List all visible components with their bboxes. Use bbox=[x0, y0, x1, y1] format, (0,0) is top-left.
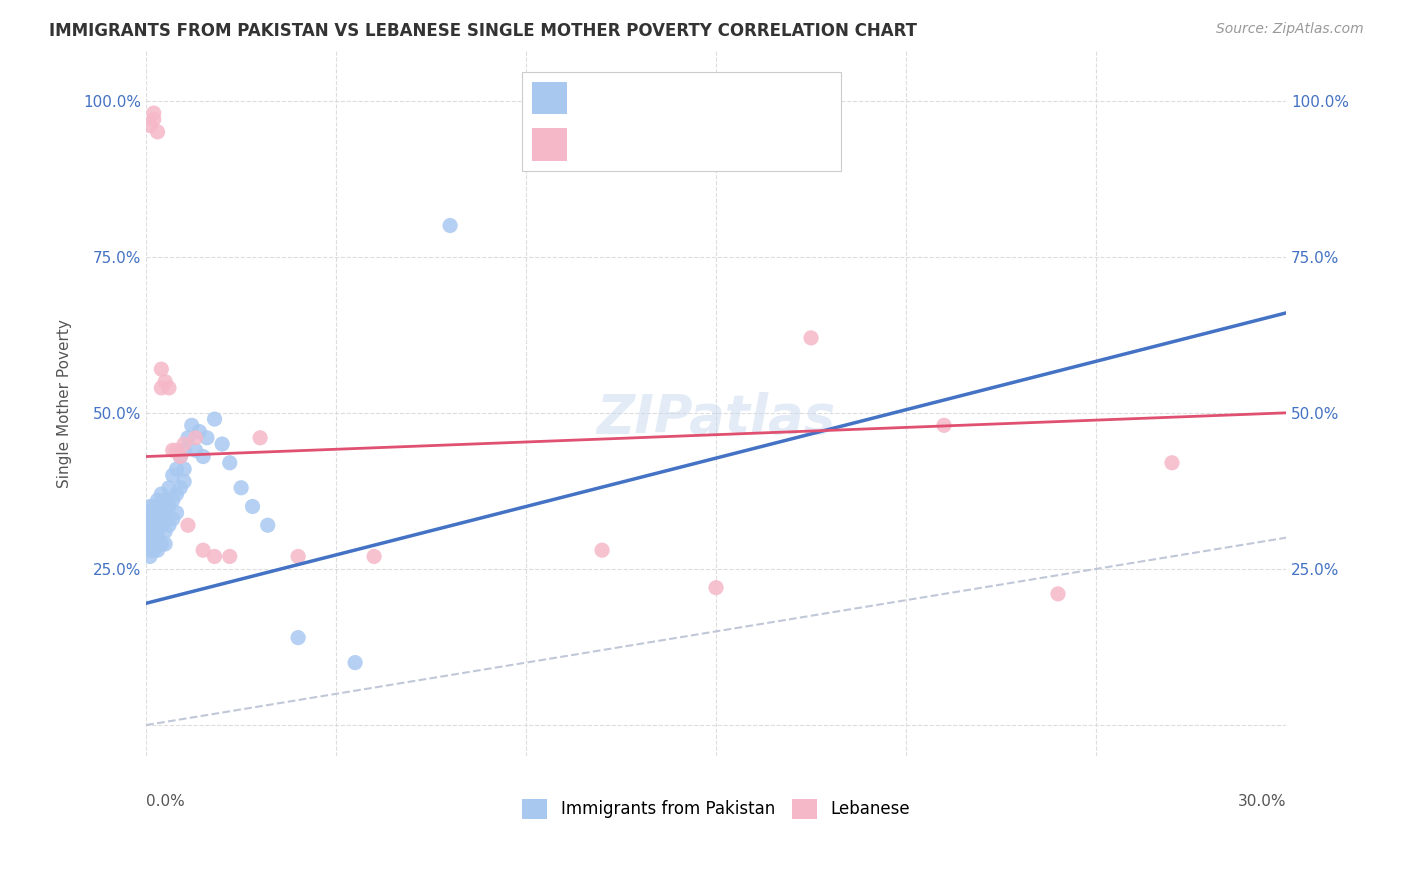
Point bbox=[142, 512, 165, 526]
Point bbox=[139, 524, 162, 539]
Point bbox=[218, 549, 240, 564]
Point bbox=[173, 475, 195, 489]
Point bbox=[166, 506, 188, 520]
Point bbox=[139, 500, 162, 514]
Text: 0.0%: 0.0% bbox=[146, 794, 186, 809]
Point bbox=[139, 506, 162, 520]
Point bbox=[146, 543, 169, 558]
Point bbox=[211, 437, 233, 451]
Point bbox=[142, 500, 165, 514]
Point bbox=[139, 531, 162, 545]
Point bbox=[150, 500, 173, 514]
Point bbox=[1161, 456, 1184, 470]
Point bbox=[146, 524, 169, 539]
Point bbox=[169, 450, 191, 464]
Point bbox=[249, 431, 271, 445]
Point bbox=[166, 487, 188, 501]
Point bbox=[591, 543, 613, 558]
Point bbox=[242, 500, 264, 514]
Point bbox=[180, 418, 202, 433]
Point bbox=[173, 462, 195, 476]
Point bbox=[344, 656, 367, 670]
Point bbox=[153, 524, 176, 539]
Point bbox=[146, 125, 169, 139]
Point bbox=[153, 375, 176, 389]
Point bbox=[166, 462, 188, 476]
Legend: Immigrants from Pakistan, Lebanese: Immigrants from Pakistan, Lebanese bbox=[516, 792, 917, 825]
Point bbox=[162, 512, 184, 526]
Text: IMMIGRANTS FROM PAKISTAN VS LEBANESE SINGLE MOTHER POVERTY CORRELATION CHART: IMMIGRANTS FROM PAKISTAN VS LEBANESE SIN… bbox=[49, 22, 917, 40]
Point bbox=[204, 549, 226, 564]
Y-axis label: Single Mother Poverty: Single Mother Poverty bbox=[58, 319, 72, 488]
Point bbox=[150, 512, 173, 526]
Point bbox=[287, 631, 309, 645]
Point bbox=[191, 543, 214, 558]
Point bbox=[162, 468, 184, 483]
Point bbox=[150, 537, 173, 551]
Point bbox=[153, 506, 176, 520]
Point bbox=[150, 487, 173, 501]
Point bbox=[162, 493, 184, 508]
Point bbox=[157, 518, 180, 533]
Point bbox=[191, 450, 214, 464]
Point bbox=[146, 512, 169, 526]
Point bbox=[157, 500, 180, 514]
Point bbox=[173, 437, 195, 451]
Point bbox=[800, 331, 823, 345]
Point bbox=[139, 549, 162, 564]
Point bbox=[287, 549, 309, 564]
Point bbox=[188, 425, 211, 439]
Point bbox=[150, 381, 173, 395]
Point bbox=[184, 431, 207, 445]
Point bbox=[166, 443, 188, 458]
Text: Source: ZipAtlas.com: Source: ZipAtlas.com bbox=[1216, 22, 1364, 37]
Point bbox=[142, 537, 165, 551]
Point bbox=[1046, 587, 1069, 601]
Point bbox=[256, 518, 278, 533]
Point bbox=[142, 543, 165, 558]
Point bbox=[142, 106, 165, 120]
Point bbox=[146, 506, 169, 520]
Point bbox=[932, 418, 955, 433]
Point bbox=[231, 481, 253, 495]
Point bbox=[142, 531, 165, 545]
Point bbox=[704, 581, 727, 595]
Point bbox=[162, 443, 184, 458]
Text: ZIPatlas: ZIPatlas bbox=[596, 392, 835, 443]
Point bbox=[363, 549, 385, 564]
Point bbox=[153, 493, 176, 508]
Point bbox=[139, 512, 162, 526]
Point bbox=[139, 537, 162, 551]
Point bbox=[439, 219, 461, 233]
Point bbox=[195, 431, 218, 445]
Point bbox=[157, 381, 180, 395]
Point bbox=[150, 362, 173, 376]
Point bbox=[169, 481, 191, 495]
Point bbox=[146, 531, 169, 545]
Point bbox=[142, 518, 165, 533]
Point bbox=[204, 412, 226, 426]
Point bbox=[146, 493, 169, 508]
Point bbox=[157, 481, 180, 495]
Text: 30.0%: 30.0% bbox=[1237, 794, 1286, 809]
Point bbox=[150, 518, 173, 533]
Point bbox=[184, 443, 207, 458]
Point bbox=[153, 537, 176, 551]
Point bbox=[139, 518, 162, 533]
Point bbox=[177, 431, 200, 445]
Point bbox=[173, 443, 195, 458]
Point bbox=[135, 524, 157, 539]
Point bbox=[142, 112, 165, 127]
Point bbox=[169, 450, 191, 464]
Point bbox=[139, 543, 162, 558]
Point bbox=[142, 524, 165, 539]
Point bbox=[218, 456, 240, 470]
Point bbox=[177, 518, 200, 533]
Point bbox=[139, 119, 162, 133]
